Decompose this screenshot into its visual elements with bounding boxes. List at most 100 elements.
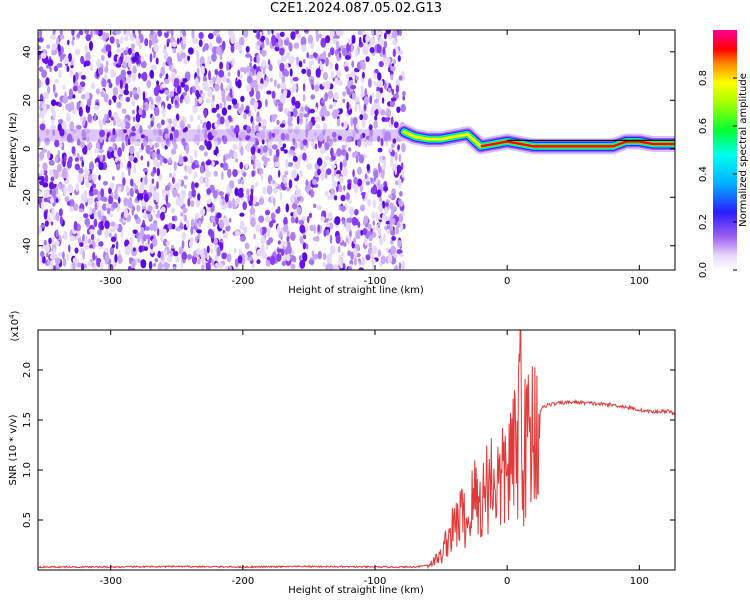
heatmap-noise-cell [265, 216, 271, 223]
heatmap-noise-cell [302, 252, 308, 262]
heatmap-noise-cell [305, 243, 309, 250]
heatmap-noise-cell [59, 216, 64, 225]
heatmap-noise-cell [360, 229, 364, 236]
heatmap-noise-cell [119, 217, 124, 223]
heatmap-noise-cell [340, 205, 346, 212]
heatmap-noise-cell [274, 79, 277, 88]
heatmap-noise-cell [347, 38, 352, 45]
heatmap-noise-cell [180, 179, 184, 187]
heatmap-noise-cell [364, 237, 368, 246]
heatmap-noise-cell [169, 133, 173, 141]
heatmap-noise-cell [101, 197, 108, 202]
heatmap-noise-cell [326, 254, 330, 264]
heatmap-noise-cell [369, 127, 373, 138]
heatmap-noise-cell [53, 246, 56, 257]
heatmap-noise-cell [379, 155, 383, 163]
heatmap-noise-cell [63, 56, 69, 65]
heatmap-noise-cell [125, 30, 131, 37]
heatmap-noise-cell [257, 148, 261, 154]
heatmap-noise-cell [134, 123, 141, 130]
heatmap-noise-cell [277, 240, 281, 245]
heatmap-noise-cell [56, 229, 59, 238]
heatmap-noise-cell [353, 209, 359, 216]
heatmap-noise-cell [108, 146, 113, 153]
heatmap-noise-cell [52, 254, 58, 259]
heatmap-noise-cell [310, 188, 314, 198]
heatmap-noise-cell [190, 225, 194, 235]
heatmap-noise-cell [229, 180, 235, 189]
heatmap-noise-cell [343, 242, 347, 247]
heatmap-noise-cell [352, 169, 355, 178]
heatmap-noise-cell [159, 73, 162, 79]
heatmap-noise-cell [98, 215, 104, 220]
heatmap-noise-cell [97, 229, 102, 236]
heatmap-noise-cell [322, 81, 326, 87]
heatmap-noise-cell [73, 74, 76, 84]
heatmap-noise-cell [63, 186, 67, 196]
heatmap-noise-cell [189, 155, 194, 164]
heatmap-noise-cell [66, 159, 72, 169]
colorbar-tick-label: 0.0 [698, 262, 709, 278]
heatmap-noise-cell [205, 262, 211, 270]
heatmap-noise-cell [362, 228, 367, 236]
heatmap-noise-cell [284, 39, 290, 46]
heatmap-noise-cell [379, 236, 383, 246]
heatmap-noise-cell [63, 154, 67, 163]
heatmap-noise-cell [129, 236, 134, 246]
heatmap-noise-cell [375, 90, 382, 100]
heatmap-noise-cell [375, 82, 379, 88]
heatmap-noise-cell [246, 188, 250, 196]
heatmap-noise-cell [324, 80, 331, 90]
heatmap-noise-cell [351, 60, 355, 68]
heatmap-noise-cell [88, 175, 92, 181]
heatmap-noise-cell [371, 30, 376, 37]
heatmap-noise-cell [204, 132, 208, 139]
heatmap-noise-cell [282, 143, 287, 149]
heatmap-noise-cell [310, 94, 316, 100]
heatmap-noise-cell [356, 166, 362, 175]
heatmap-noise-cell [335, 234, 341, 244]
heatmap-noise-cell [371, 92, 374, 99]
heatmap-noise-cell [156, 181, 159, 190]
heatmap-noise-cell [391, 236, 396, 241]
heatmap-noise-cell [152, 192, 156, 197]
heatmap-noise-cell [157, 209, 161, 216]
heatmap-noise-cell [58, 194, 61, 203]
heatmap-noise-cell [198, 39, 203, 47]
heatmap-noise-cell [362, 113, 368, 121]
heatmap-noise-cell [327, 90, 334, 99]
heatmap-noise-cell [149, 38, 152, 49]
heatmap-noise-cell [299, 170, 303, 178]
colorbar-gradient [713, 30, 737, 270]
heatmap-noise-cell [197, 258, 201, 265]
heatmap-noise-cell [199, 208, 206, 216]
heatmap-noise-cell [140, 134, 146, 139]
heatmap-noise-cell [199, 56, 205, 66]
heatmap-noise-cell [66, 65, 70, 72]
heatmap-noise-cell [62, 251, 65, 260]
heatmap-noise-cell [279, 31, 285, 37]
heatmap-noise-cell [87, 113, 92, 123]
heatmap-noise-cell [127, 47, 132, 56]
heatmap-noise-cell [278, 169, 281, 178]
heatmap-noise-cell [83, 173, 89, 180]
heatmap-noise-cell [239, 161, 244, 170]
heatmap-noise-cell [157, 30, 163, 37]
heatmap-noise-cell [343, 185, 346, 191]
heatmap-noise-cell [123, 89, 129, 96]
heatmap-noise-cell [395, 92, 399, 99]
heatmap-noise-cell [237, 69, 241, 78]
heatmap-noise-cell [92, 251, 96, 261]
spectrogram-y-axis-label: Frequency (Hz) [8, 112, 19, 188]
heatmap-noise-cell [311, 250, 315, 257]
heatmap-noise-cell [292, 107, 298, 118]
heatmap-noise-cell [138, 72, 141, 79]
heatmap-noise-cell [120, 162, 124, 168]
heatmap-noise-cell [316, 205, 323, 211]
heatmap-noise-cell [239, 224, 246, 230]
heatmap-noise-cell [81, 75, 86, 80]
colorbar-label: Normalized spectral amplitude [738, 73, 749, 227]
heatmap-noise-cell [314, 84, 320, 92]
heatmap-noise-cell [361, 118, 366, 128]
heatmap-noise-cell [324, 190, 329, 197]
